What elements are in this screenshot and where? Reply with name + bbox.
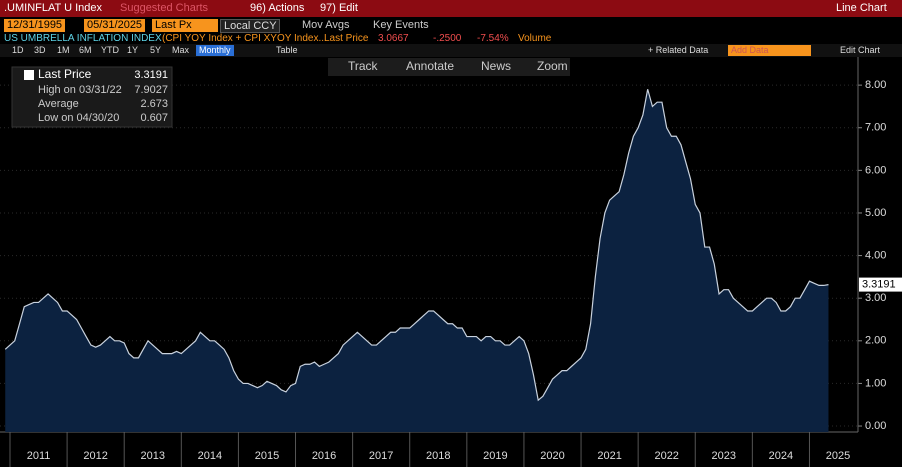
tool[interactable]: Track [348, 59, 379, 73]
y-tick-label: 4.00 [865, 249, 886, 261]
mode: Line Chart [836, 2, 887, 14]
line [4, 89, 829, 402]
legend-label: High on 03/31/22 [38, 84, 122, 96]
x-tick-label: 2013 [141, 450, 165, 462]
period[interactable]: Monthly [196, 45, 234, 56]
x-tick-label: 2020 [540, 450, 564, 462]
legend-value: 0.607 [140, 112, 168, 124]
x-tick-label: 2012 [83, 450, 107, 462]
edit[interactable]: 97) Edit [320, 2, 358, 14]
pct: -7.54% [477, 33, 509, 44]
title-bar: .UMINFLAT U Index Suggested Charts 96) A… [0, 0, 902, 17]
related-data[interactable]: + Related Data [648, 45, 709, 55]
tool[interactable]: Annotate [406, 59, 454, 73]
controls: 12/31/1995 05/31/2025 Last Px Local CCY … [0, 17, 902, 33]
suggested[interactable]: Suggested Charts [120, 2, 209, 14]
tools-bar [328, 58, 570, 76]
x-tick-label: 2014 [198, 450, 222, 462]
x-tick-label: 2018 [426, 450, 450, 462]
x-tick-label: 2017 [369, 450, 393, 462]
y-tick-label: 3.00 [865, 292, 886, 304]
legend-label: Low on 04/30/20 [38, 112, 119, 124]
last-tag-box [859, 277, 902, 292]
range-button[interactable]: 1Y [127, 45, 139, 55]
x-tick-label: 2019 [483, 450, 507, 462]
tool[interactable]: News [481, 59, 511, 73]
last-label: Last Price [324, 33, 369, 44]
ticker: .UMINFLAT U Index [4, 2, 103, 14]
toolbar: 1D 3D 1M 6M YTD 1Y 5Y Max Monthly Table + Related … [0, 44, 902, 57]
y-tick-label: 5.00 [865, 207, 886, 219]
x-tick-label: 2015 [255, 450, 279, 462]
legend-swatch [24, 70, 34, 80]
legend-value: 3.3191 [134, 69, 168, 81]
legend-value: 7.9027 [134, 84, 168, 96]
last-tag: 3.3191 [862, 279, 896, 291]
change: -.2500 [433, 33, 462, 44]
x-tick-label: 2022 [654, 450, 678, 462]
y-tick-label: 7.00 [865, 122, 886, 134]
edit-chart[interactable]: Edit Chart [840, 45, 881, 55]
currency[interactable]: Local CCY [220, 19, 280, 33]
x-tick-label: 2021 [597, 450, 621, 462]
area [5, 89, 829, 432]
range-button[interactable]: YTD [101, 45, 119, 55]
mov-avgs[interactable]: Mov Avgs [302, 19, 350, 31]
legend-box [11, 66, 173, 128]
volume: Volume [518, 33, 552, 44]
start-date[interactable]: 12/31/1995 [4, 19, 66, 32]
chart: 0.00 1.00 2.00 3.00 4.00 5.00 6.00 7.00 8.00 2011… [0, 57, 902, 467]
y-tick-label: 1.00 [865, 377, 886, 389]
y-tick-label: 2.00 [865, 335, 886, 347]
legend-value: 2.673 [140, 98, 168, 110]
actions[interactable]: 96) Actions [250, 2, 305, 14]
end-date[interactable]: 05/31/2025 [84, 19, 146, 32]
y-tick-label: 8.00 [865, 79, 886, 91]
range-button[interactable]: 5Y [150, 45, 162, 55]
y-tick-label: 0.00 [865, 420, 886, 432]
index-name: US UMBRELLA INFLATION INDEX [4, 33, 162, 44]
index-desc: (CPI YOY Index + CPI XYOY Index... [162, 33, 327, 44]
legend-label: Average [38, 98, 79, 110]
x-tick-label: 2023 [712, 450, 736, 462]
add-data[interactable]: Add Data [728, 45, 811, 56]
field[interactable]: Last Px [152, 19, 218, 32]
x-tick-label: 2016 [312, 450, 336, 462]
last: 3.0667 [378, 33, 409, 44]
x-tick-label: 2024 [769, 450, 793, 462]
x-tick-label: 2011 [27, 450, 51, 462]
range-button[interactable]: Max [172, 45, 190, 55]
range-button[interactable]: 1M [57, 45, 70, 55]
y-tick-label: 6.00 [865, 164, 886, 176]
range-button[interactable]: 3D [34, 45, 46, 55]
x-tick-label: 2025 [826, 450, 850, 462]
legend-label: Last Price [38, 67, 92, 81]
range-button[interactable]: 6M [79, 45, 92, 55]
info: US UMBRELLA INFLATION INDEX (CPI YOY Ind… [0, 33, 902, 44]
tool[interactable]: Zoom [537, 59, 568, 73]
key-events[interactable]: Key Events [373, 19, 429, 31]
table[interactable]: Table [276, 45, 298, 55]
range-button[interactable]: 1D [12, 45, 24, 55]
